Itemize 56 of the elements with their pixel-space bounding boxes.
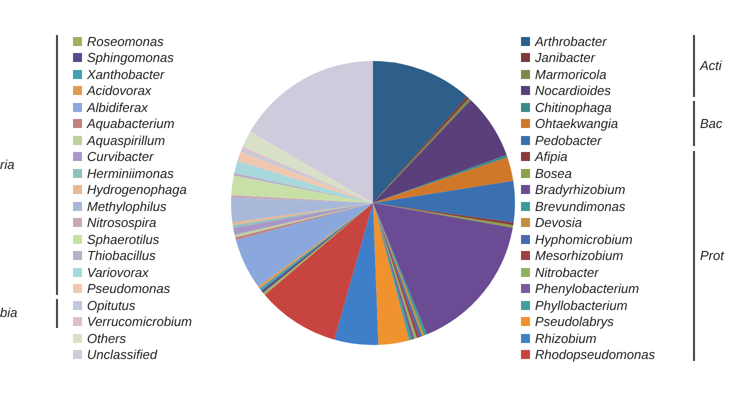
- legend-label: Nitrosospira: [87, 215, 156, 230]
- pie-slice: [373, 61, 467, 203]
- legend-label: Janibacter: [535, 50, 595, 65]
- pie-slice: [334, 203, 378, 345]
- legend-label: Roseomonas: [87, 34, 164, 48]
- text: ria: [0, 156, 14, 172]
- legend-label: Hydrogenophaga: [87, 182, 187, 197]
- legend-label: Curvibacter: [87, 149, 154, 164]
- legend-label: Devosia: [535, 215, 582, 230]
- text: Bac: [700, 116, 722, 130]
- legend-label: Aquabacterium: [87, 116, 174, 131]
- legend-label: Phenylobacterium: [535, 281, 640, 296]
- legend-label: Phyllobacterium: [535, 298, 628, 312]
- legend-label: Nocardioides: [535, 83, 611, 98]
- legend-label: Bradyrhizobium: [535, 182, 626, 197]
- legend-label: Mesorhizobium: [535, 248, 624, 263]
- legend-label: Rhizobium: [535, 330, 596, 346]
- legend-label: Afipia: [535, 149, 568, 164]
- legend-label: Ohtaekwangia: [535, 116, 618, 131]
- legend-label: Hyphomicrobium: [535, 232, 633, 246]
- legend-label: Thiobacillus: [87, 248, 156, 263]
- legend-label: Arthrobacter: [535, 34, 607, 48]
- legend-label: Rhodopseudomonas: [535, 347, 655, 362]
- legend-label: Sphingomonas: [87, 50, 174, 65]
- legend-label: Xanthobacter: [87, 66, 164, 82]
- legend-label: Nitrobacter: [535, 264, 599, 280]
- legend-label: Acidovorax: [87, 83, 152, 98]
- legend-label: Chitinophaga: [535, 100, 612, 114]
- legend-label: Unclassified: [87, 347, 158, 362]
- legend-label: Opitutus: [87, 298, 136, 312]
- text: Acti: [700, 58, 722, 73]
- legend-label: Brevundimonas: [535, 198, 626, 214]
- pie-slice: [250, 61, 373, 203]
- pie-slice: [231, 198, 373, 223]
- pie-slice: [264, 203, 373, 340]
- legend-label: Pseudomonas: [87, 281, 170, 296]
- legend-label: Albidiferax: [87, 100, 148, 114]
- legend-label: Variovorax: [87, 264, 149, 280]
- text: Prot: [700, 248, 724, 262]
- legend-label: Verrucomicrobium: [87, 314, 192, 329]
- legend-label: Pedobacter: [535, 132, 602, 148]
- legend-label: Herminiimonas: [87, 166, 174, 180]
- legend-label: Methylophilus: [87, 198, 166, 214]
- text: bia: [0, 305, 18, 320]
- pie-slice: [236, 203, 373, 286]
- legend-label: Aquaspirillum: [87, 132, 166, 148]
- legend-label: Bosea: [535, 166, 572, 180]
- pie-slice: [373, 203, 513, 334]
- legend-label: Pseudolabrys: [535, 314, 614, 329]
- legend-label: Others: [87, 330, 126, 346]
- pie-slice: [373, 180, 515, 223]
- legend-label: Sphaerotilus: [87, 232, 160, 246]
- legend-label: Marmoricola: [535, 66, 607, 82]
- pie-slice: [234, 160, 373, 203]
- pie-slice: [242, 131, 373, 203]
- pie-slice: [373, 100, 507, 203]
